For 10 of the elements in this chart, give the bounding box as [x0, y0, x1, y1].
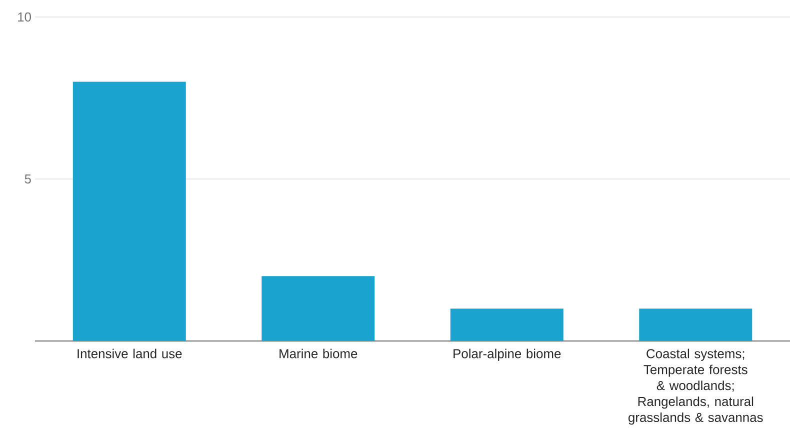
x-tick-label: Intensive land use: [78, 348, 182, 358]
bar: [72, 82, 186, 341]
y-tick-label: 10: [18, 12, 31, 22]
x-tick-label: Polar-alpine biome: [454, 348, 561, 361]
bar: [639, 308, 752, 341]
bar: [262, 276, 375, 341]
y-tick-label: 5: [24, 174, 31, 184]
x-tick-label: Marine biome: [280, 348, 358, 358]
x-tick-label: Coastal systems; Temperate forests & woodlands; Rangelands, natural grasslands & savannas: [628, 348, 763, 425]
bar: [450, 308, 564, 341]
